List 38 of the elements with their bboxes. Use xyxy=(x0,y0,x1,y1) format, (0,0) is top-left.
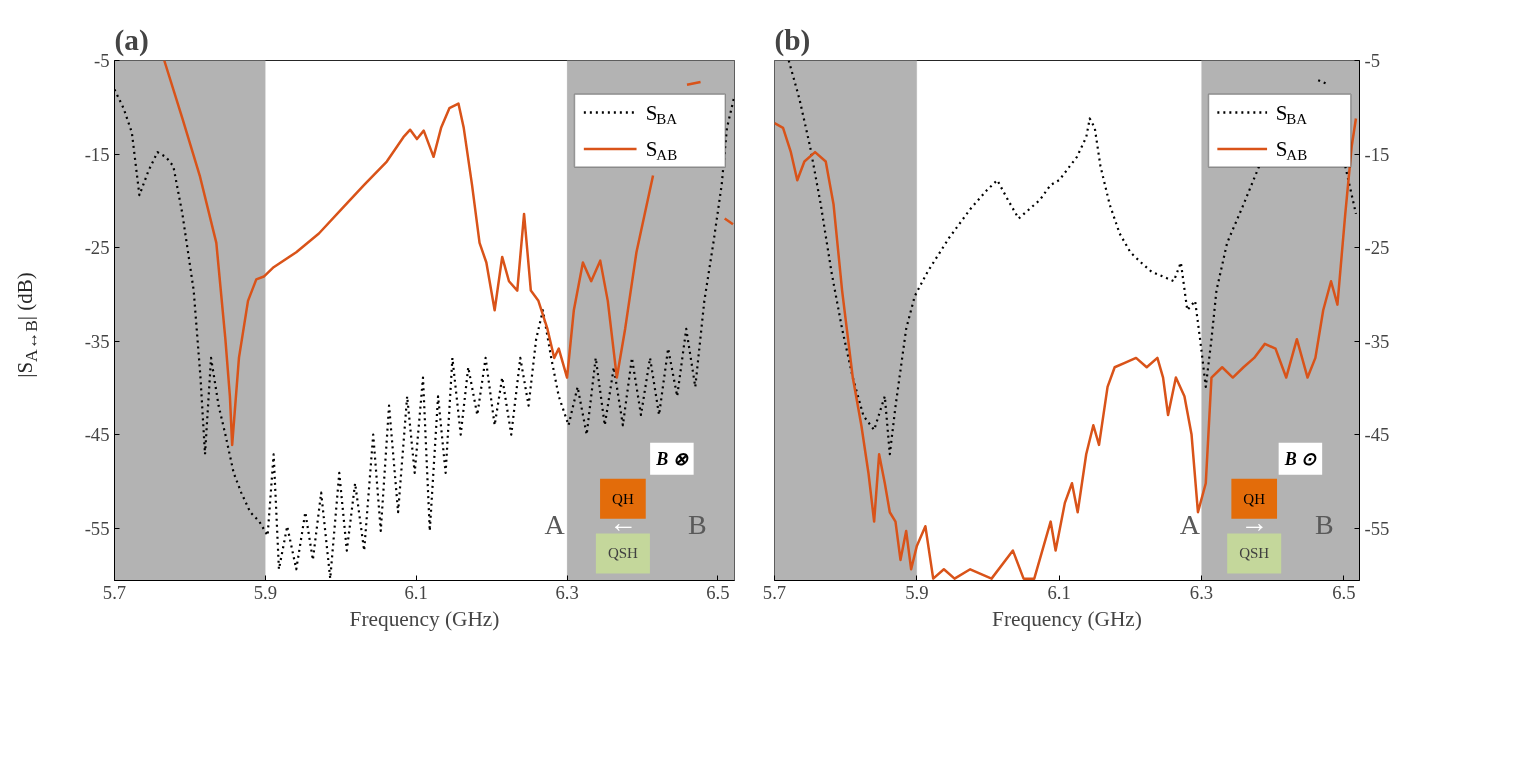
x-tick-label: 6.5 xyxy=(706,581,730,603)
x-axis-title: Frequency (GHz) xyxy=(349,606,500,631)
y-tick-label: -5 xyxy=(93,50,110,71)
x-tick-label: 6.1 xyxy=(404,581,428,603)
x-tick-label: 5.7 xyxy=(102,581,127,603)
y2-tick-label: -55 xyxy=(1364,517,1390,539)
y2-tick-label: -45 xyxy=(1364,424,1390,446)
x-tick-label: 6.3 xyxy=(1189,581,1214,603)
x-tick-label: 5.9 xyxy=(253,581,278,603)
annotation: B ⊙ xyxy=(1283,448,1318,469)
x-tick-label: 6.3 xyxy=(555,581,579,603)
y-tick-label: -15 xyxy=(84,143,110,165)
y-tick-label: -35 xyxy=(84,330,110,352)
y-tick-label: -25 xyxy=(84,237,110,259)
annotation: ← xyxy=(608,506,637,538)
annotation: A xyxy=(544,508,566,540)
annotation: B xyxy=(687,508,707,540)
chart-title: (a) xyxy=(114,23,149,57)
y-tick-label: -45 xyxy=(84,424,110,446)
y2-tick-label: -35 xyxy=(1364,330,1390,352)
annotation: B ⊗ xyxy=(655,448,689,469)
x-axis-title: Frequency (GHz) xyxy=(992,606,1142,631)
x-tick-label: 6.5 xyxy=(1332,581,1356,603)
annotation: → xyxy=(1240,506,1269,538)
annotation: B xyxy=(1315,508,1334,540)
y2-tick-label: -15 xyxy=(1364,143,1390,165)
y2-tick-label: -5 xyxy=(1364,50,1381,71)
annotation: QSH xyxy=(607,545,639,562)
chart-title: (b) xyxy=(774,23,811,57)
y2-tick-label: -25 xyxy=(1364,237,1390,259)
annotation: QH xyxy=(612,490,634,507)
x-tick-label: 5.7 xyxy=(762,581,787,603)
x-tick-label: 5.9 xyxy=(905,581,929,603)
annotation: QSH xyxy=(1239,545,1270,562)
x-tick-label: 6.1 xyxy=(1047,581,1071,603)
y-tick-label: -55 xyxy=(84,517,110,539)
annotation: QH xyxy=(1243,490,1266,507)
annotation: A xyxy=(1179,508,1201,540)
